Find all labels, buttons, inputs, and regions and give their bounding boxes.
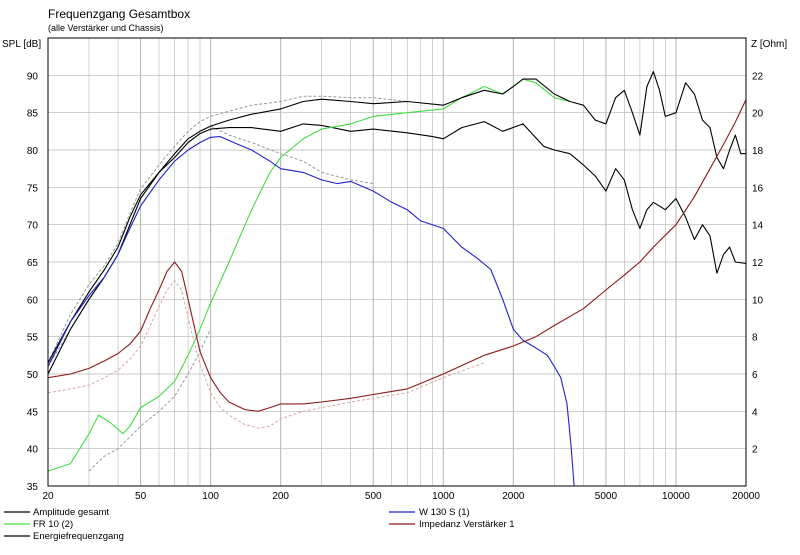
y-left-tick-label: 75: [27, 183, 39, 194]
legend-label-fr10: FR 10 (2): [33, 519, 73, 530]
dashed-reference-line: [47, 279, 485, 429]
y-right-tick-label: 22: [752, 71, 764, 82]
legend-label-amplitude: Amplitude gesamt: [33, 507, 109, 518]
y-right-tick-label: 4: [752, 407, 758, 418]
x-tick-label: 2000: [502, 491, 525, 502]
chart-subtitle: (alle Verstärker und Chassis): [48, 23, 164, 33]
y-right-tick-label: 2: [752, 445, 758, 456]
x-tick-label: 20000: [732, 491, 760, 502]
legend-label-energie: Energiefrequenzgang: [33, 531, 124, 542]
y-left-tick-labels: 35 40 45 50 55 60 65 70 75 80 85 90: [27, 71, 39, 493]
y-left-tick-label: 90: [27, 71, 39, 82]
y-left-tick-label: 40: [27, 445, 39, 456]
y-right-tick-label: 6: [752, 370, 758, 381]
y-right-tick-label: 20: [752, 109, 764, 120]
y-left-tick-label: 60: [27, 295, 39, 306]
x-tick-label: 1000: [432, 491, 455, 502]
legend: Amplitude gesamt FR 10 (2) Energiefreque…: [4, 507, 515, 542]
x-tick-label: 100: [202, 491, 219, 502]
x-tick-label: 20: [42, 491, 54, 502]
y-left-tick-label: 65: [27, 258, 39, 269]
y-left-axis-label: SPL [dB]: [2, 39, 41, 50]
y-right-tick-label: 14: [752, 221, 764, 232]
chart-title: Frequenzgang Gesamtbox: [48, 7, 190, 21]
w130s-line: [47, 136, 746, 487]
y-left-tick-label: 50: [27, 370, 39, 381]
y-right-tick-labels: 2 4 6 8 10 12 14 16 18 20 22: [752, 71, 764, 455]
energiefrequenzgang-line: [47, 71, 746, 364]
y-left-tick-label: 80: [27, 146, 39, 157]
dashed-reference-line: [88, 328, 212, 472]
y-left-tick-label: 55: [27, 333, 39, 344]
y-left-tick-label: 45: [27, 407, 39, 418]
y-right-tick-label: 16: [752, 183, 764, 194]
y-right-tick-label: 10: [752, 295, 764, 306]
plot-frame: [47, 37, 747, 487]
x-tick-label: 200: [272, 491, 289, 502]
x-tick-label: 10000: [662, 491, 690, 502]
y-left-tick-label: 85: [27, 109, 39, 120]
amplitude-gesamt-line: [47, 121, 747, 375]
y-right-tick-label: 18: [752, 146, 764, 157]
y-left-tick-label: 70: [27, 221, 39, 232]
x-tick-labels: 20 50 100 200 500 1000 2000 5000 10000 20000: [42, 491, 760, 502]
y-right-tick-label: 8: [752, 333, 758, 344]
x-tick-label: 500: [365, 491, 382, 502]
dashed-reference-line: [47, 95, 408, 364]
y-right-axis-label: Z [Ohm]: [751, 39, 787, 50]
x-tick-label: 5000: [595, 491, 618, 502]
impedanz-line: [47, 99, 747, 412]
x-tick-label: 50: [135, 491, 147, 502]
legend-label-impedanz: Impedanz Verstärker 1: [419, 519, 515, 530]
y-right-tick-label: 12: [752, 258, 764, 269]
legend-label-w130: W 130 S (1): [419, 507, 470, 518]
y-left-tick-label: 35: [27, 482, 39, 493]
series-lines: [47, 71, 747, 487]
